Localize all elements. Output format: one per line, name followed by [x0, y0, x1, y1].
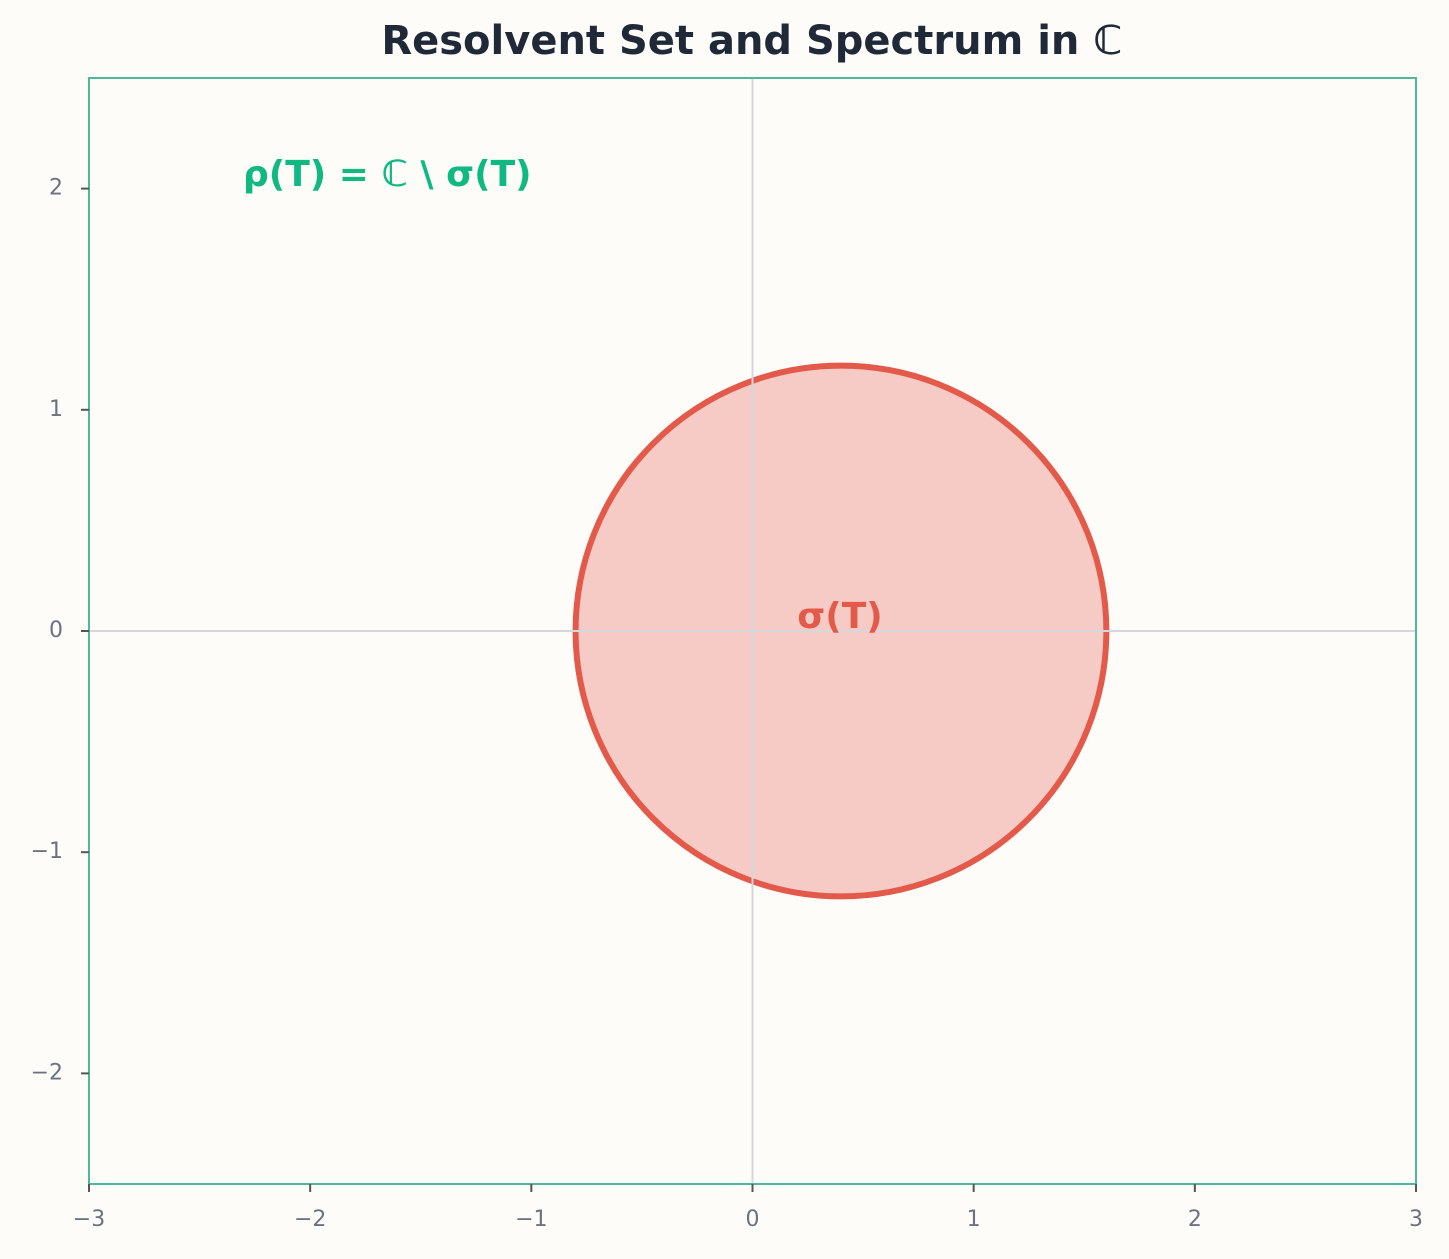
y-tick-label: 1	[49, 397, 63, 422]
y-tick-label: 0	[49, 618, 63, 643]
resolvent-label: ρ(T) = ℂ \ σ(T)	[243, 154, 532, 195]
y-tick-label: −2	[31, 1060, 63, 1085]
y-tick-label: 2	[49, 176, 63, 201]
x-tick-label: 2	[1188, 1207, 1202, 1232]
spectrum-label: σ(T)	[797, 596, 883, 637]
x-tick-label: 0	[746, 1207, 760, 1232]
y-tick-label: −1	[31, 839, 63, 864]
x-tick-label: −3	[73, 1207, 105, 1232]
x-tick-label: −2	[294, 1207, 326, 1232]
x-tick-label: 3	[1409, 1207, 1423, 1232]
chart-title: Resolvent Set and Spectrum in ℂ	[381, 18, 1122, 64]
x-tick-label: 1	[967, 1207, 981, 1232]
x-tick-label: −1	[515, 1207, 547, 1232]
